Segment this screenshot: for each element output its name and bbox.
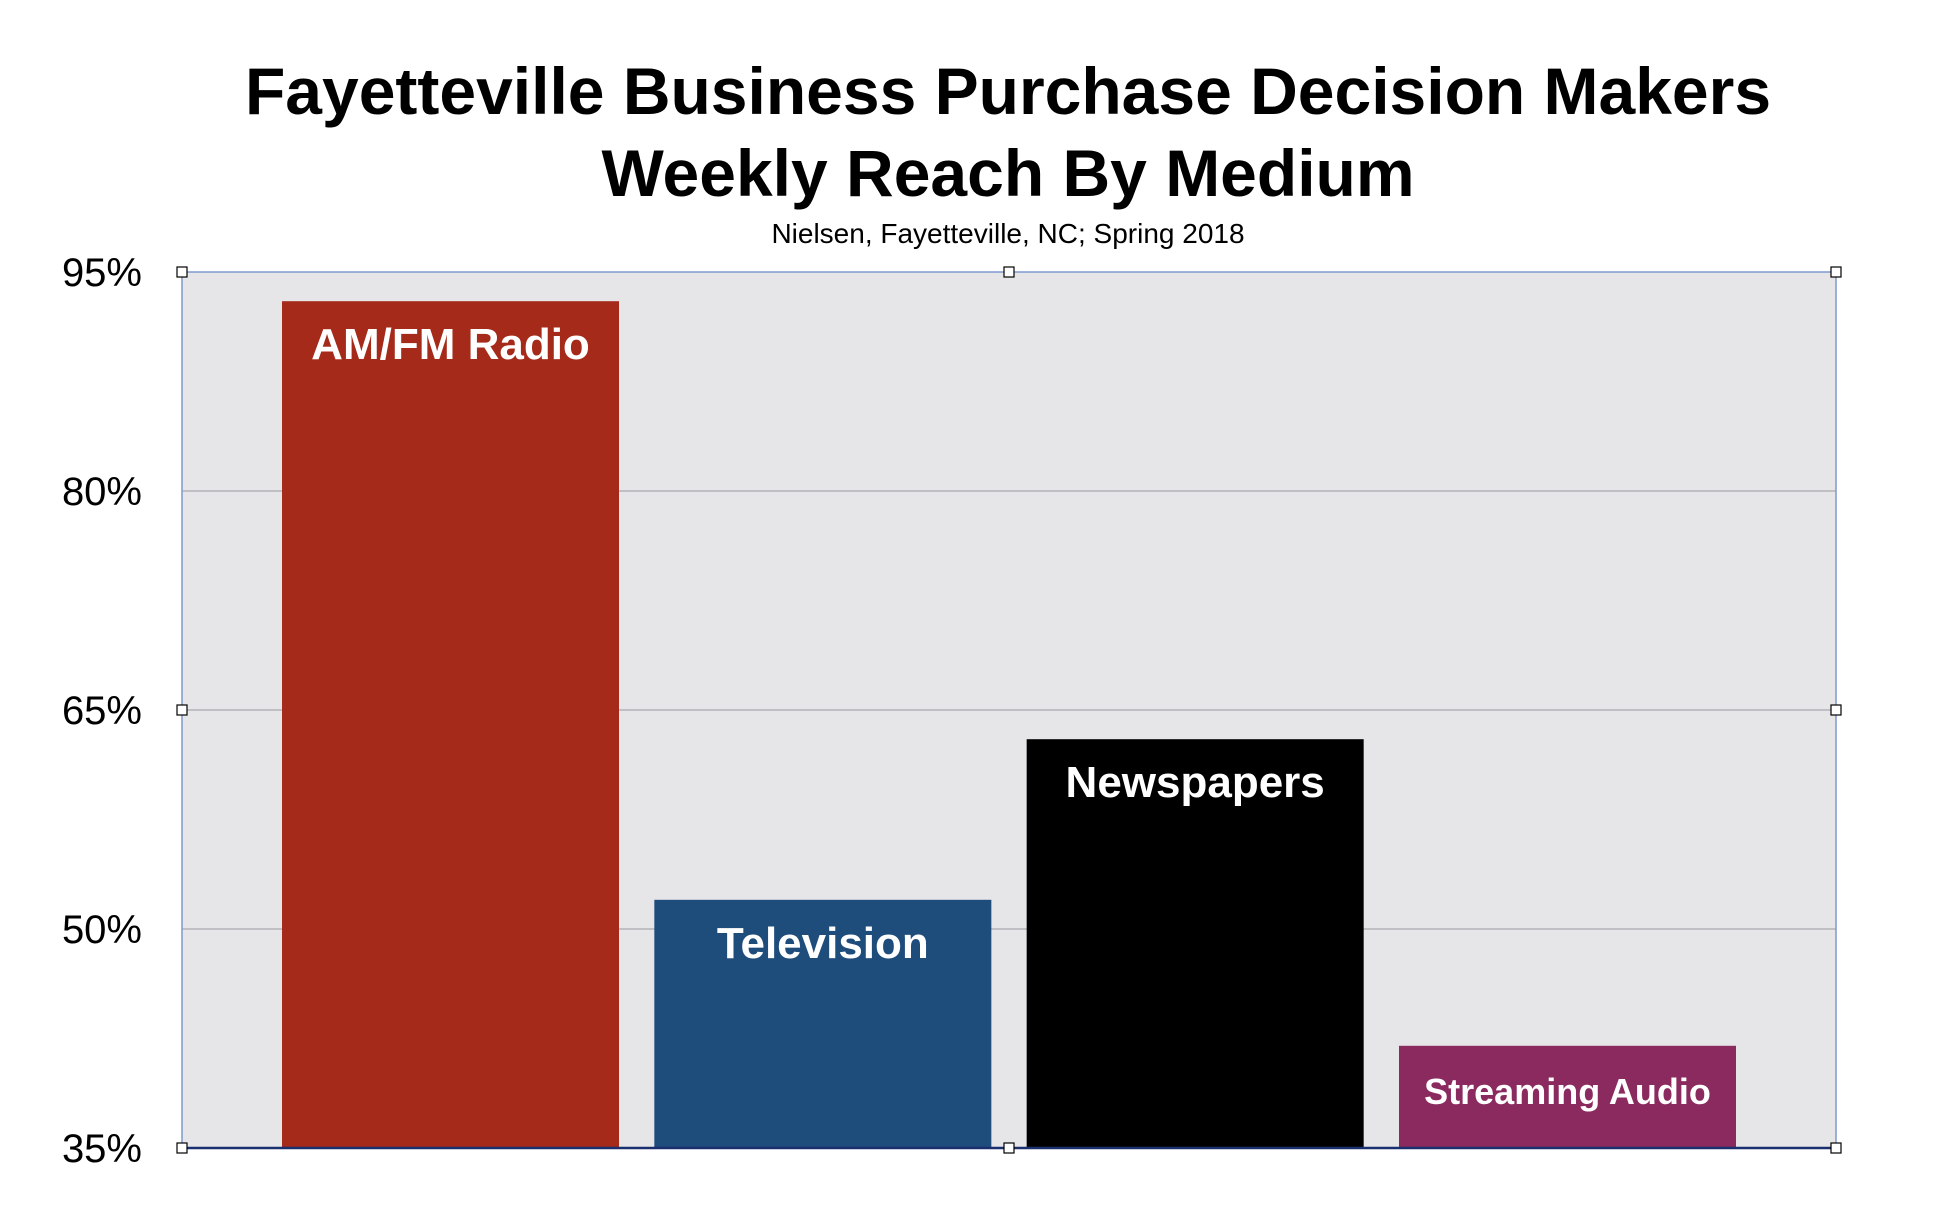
bar-label-3: Streaming Audio: [1424, 1071, 1711, 1112]
y-tick-label-65: 65%: [62, 689, 142, 733]
selection-handle-1-2: [1830, 704, 1842, 716]
bar-label-1: Television: [717, 919, 929, 968]
y-tick-label-50: 50%: [62, 908, 142, 952]
selection-handle-2-2: [1830, 1142, 1842, 1154]
y-tick-label-35: 35%: [62, 1127, 142, 1171]
selection-handle-2-0: [176, 1142, 188, 1154]
bar-2: [1026, 739, 1364, 1148]
chart-title-block: Fayetteville Business Purchase Decision …: [0, 50, 1940, 254]
chart-title: Fayetteville Business Purchase Decision …: [244, 54, 1772, 128]
selection-handle-0-0: [176, 266, 188, 278]
selection-handle-1-0: [176, 704, 188, 716]
chart-subtitle: Nielsen, Fayetteville, NC; Spring 2018: [771, 218, 1245, 249]
chart-title-line-2: Weekly Reach By Medium: [601, 136, 1415, 210]
selection-handle-0-1: [1003, 266, 1015, 278]
bar-3: [1398, 1045, 1736, 1148]
y-tick-label-95: 95%: [62, 251, 142, 295]
bar-label-0: AM/FM Radio: [311, 320, 590, 369]
bar-0: [282, 301, 620, 1148]
bar-label-2: Newspapers: [1066, 758, 1325, 807]
y-tick-label-80: 80%: [62, 470, 142, 514]
bar-1: [654, 899, 992, 1148]
selection-handle-0-2: [1830, 266, 1842, 278]
selection-handle-2-1: [1003, 1142, 1015, 1154]
